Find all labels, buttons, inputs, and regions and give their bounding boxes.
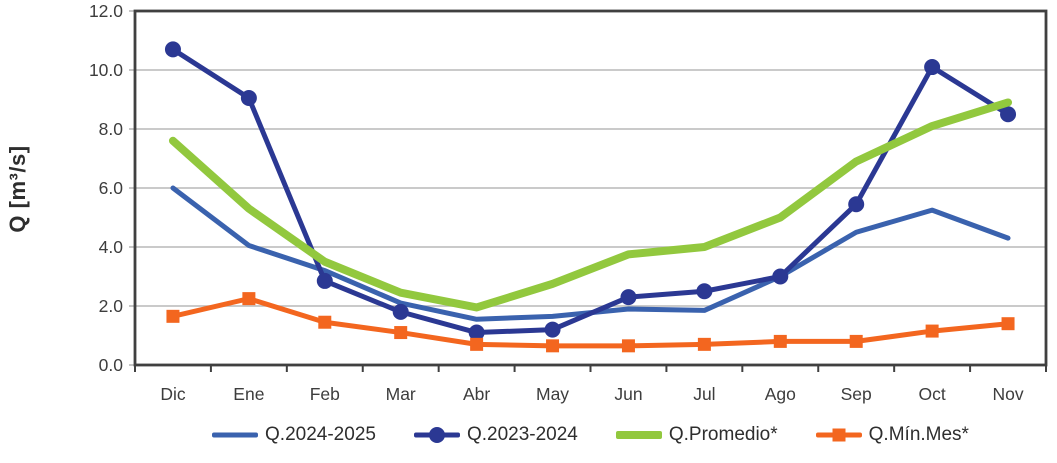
legend-label: Q.2024-2025 [265,424,376,445]
x-tick-label: Ago [765,384,796,404]
x-tick-label: Sep [841,384,872,404]
series-line-3 [170,296,1011,349]
legend-line [615,431,662,439]
legend-label: Q.Promedio* [668,424,778,445]
x-tick-label: Abr [463,384,490,404]
x-tick-label: Ene [233,384,264,404]
legend-line-sample [615,426,662,444]
y-tick-label: 0.0 [99,355,124,375]
chart-legend: Q.2024-2025 Q.2023-2024 Q.Promedio* Q.Mín.M… [135,424,1046,446]
legend-item-3: Q.Mín.Mes* [815,424,969,446]
y-tick-label: 6.0 [99,178,124,198]
legend-line-sample [413,426,460,444]
data-point-marker [470,337,484,351]
legend-line-sample [212,426,259,444]
data-point-marker [240,90,257,107]
data-point-marker [164,41,181,58]
data-point-marker [620,289,637,306]
legend-item-1: Q.2023-2024 [413,424,578,446]
data-point-marker [544,321,561,338]
data-point-marker [696,283,713,300]
data-point-marker [316,272,333,289]
data-point-marker [394,326,408,340]
data-point-marker [546,339,560,353]
x-tick-label: Mar [386,384,416,404]
y-tick-label: 4.0 [99,237,124,257]
y-tick-label: 2.0 [99,296,124,316]
data-point-marker [773,334,787,348]
data-point-marker [468,324,485,341]
data-point-marker [318,315,332,329]
data-point-marker [392,303,409,320]
x-tick-label: May [536,384,569,404]
series-line-0 [170,185,1011,322]
x-tick-label: Jul [693,384,715,404]
square-marker-icon [832,428,846,442]
circle-marker-icon [428,427,445,443]
x-tick-label: Nov [992,384,1023,404]
y-tick-label: 10.0 [89,60,123,80]
legend-line [212,432,259,438]
chart-canvas: 0.0 2.0 4.0 6.0 8.0 10.0 12.0 Dic Ene Feb Mar Abr Ma… [89,1,1048,404]
data-point-marker [848,196,865,213]
data-point-marker [621,339,635,353]
data-point-marker [1000,106,1017,123]
legend-item-2: Q.Promedio* [615,424,778,446]
x-tick-label: Jun [614,384,642,404]
data-point-marker [772,268,789,285]
legend-label: Q.2023-2024 [466,424,578,445]
x-tick-label: Dic [160,384,186,404]
data-point-marker [849,334,863,348]
legend-label: Q.Mín.Mes* [868,424,969,445]
series-line-2 [168,98,1013,312]
data-point-marker [242,292,256,306]
data-point-marker [1001,317,1015,331]
y-tick-label: 8.0 [99,119,124,139]
legend-item-0: Q.2024-2025 [212,424,376,446]
data-point-marker [925,324,939,338]
data-point-marker [166,309,180,323]
x-tick-label: Oct [919,384,946,404]
series-line-1 [170,46,1011,336]
x-tick-label: Feb [310,384,340,404]
legend-line-sample [815,426,862,444]
y-tick-label: 12.0 [89,1,123,21]
data-point-marker [697,337,711,351]
data-point-marker [924,59,941,76]
